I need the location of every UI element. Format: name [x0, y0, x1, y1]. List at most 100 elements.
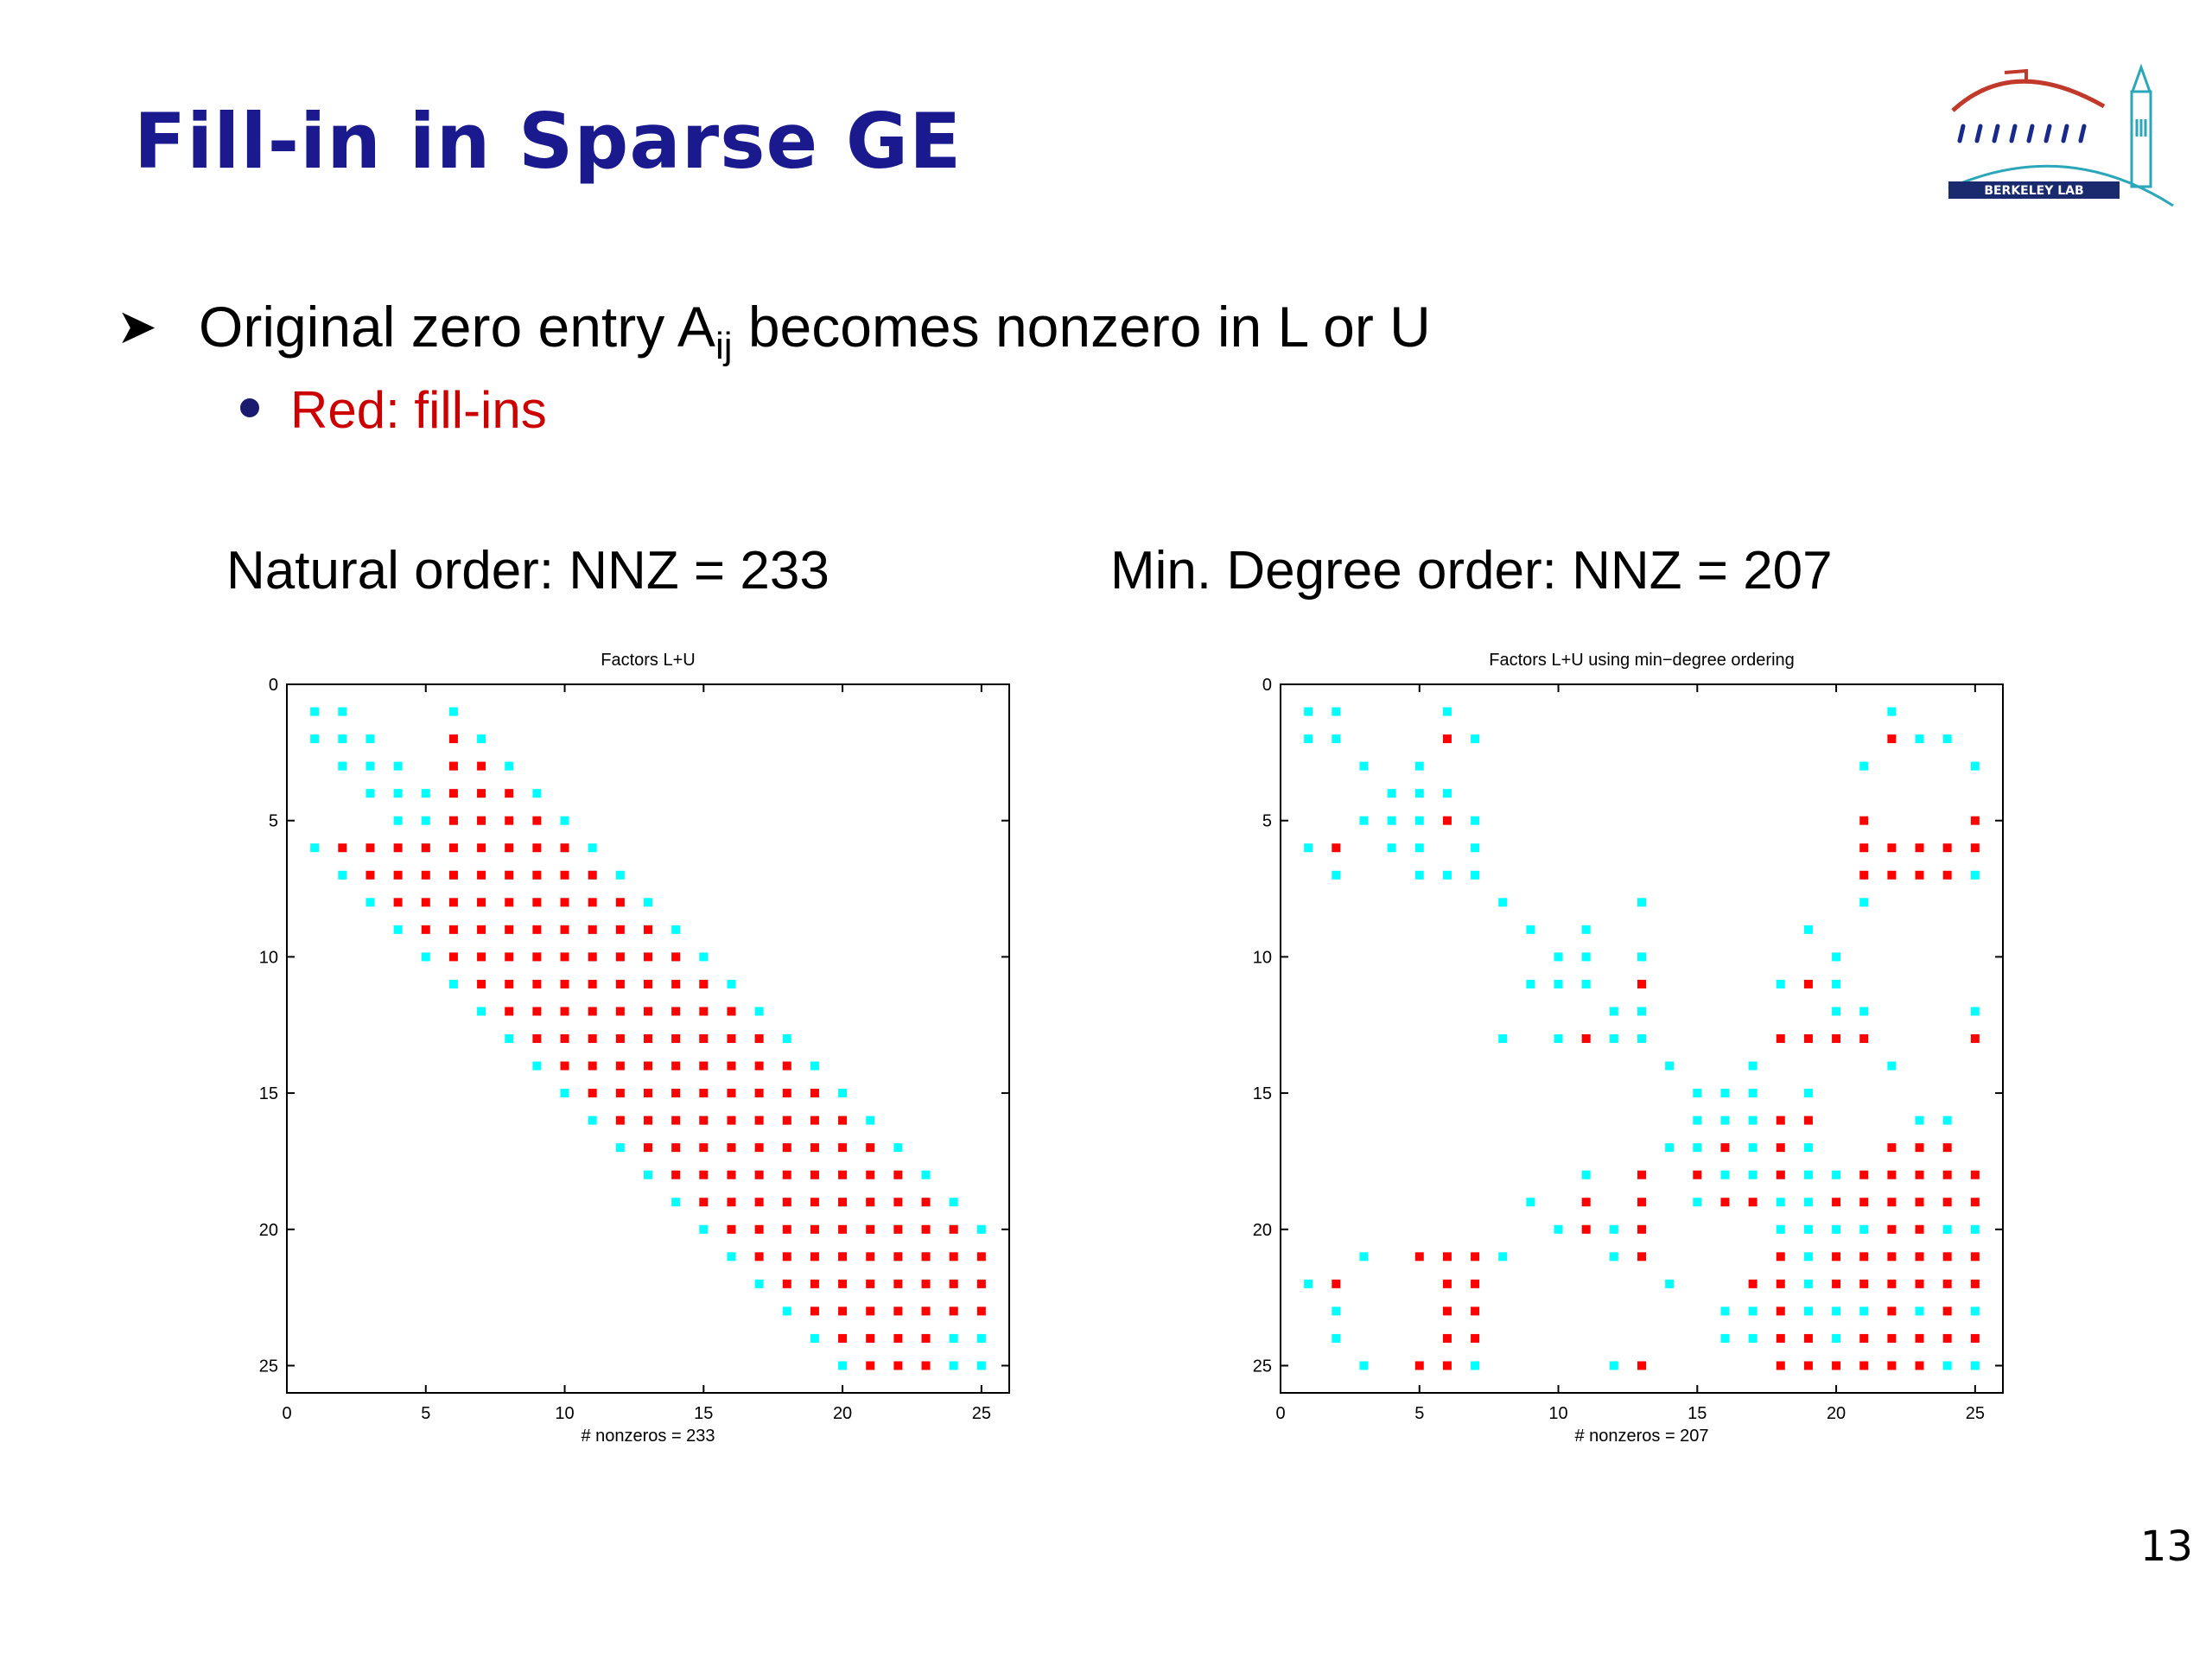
nonzero-marker — [644, 1143, 652, 1153]
nonzero-marker — [727, 1170, 736, 1179]
nonzero-marker — [1942, 1306, 1952, 1316]
nonzero-marker — [560, 1007, 569, 1016]
nonzero-marker — [1442, 1333, 1452, 1343]
nonzero-marker — [1859, 1279, 1869, 1288]
nonzero-marker — [838, 1143, 848, 1153]
nonzero-marker — [1748, 1198, 1758, 1207]
nonzero-marker — [810, 1143, 819, 1153]
bullet-main-pre: Original zero entry A — [199, 295, 715, 359]
nonzero-marker — [615, 1143, 625, 1153]
nonzero-marker — [699, 1198, 709, 1207]
nonzero-marker — [782, 1143, 791, 1153]
nonzero-marker — [477, 925, 486, 934]
nonzero-marker — [448, 707, 458, 716]
nonzero-marker — [699, 1089, 709, 1098]
nonzero-marker — [1832, 1198, 1841, 1207]
nonzero-marker — [1581, 1224, 1591, 1234]
nonzero-marker — [1915, 1198, 1924, 1207]
nonzero-marker — [1887, 843, 1897, 853]
nonzero-marker — [1859, 1333, 1869, 1343]
nonzero-marker — [1471, 734, 1480, 744]
spy-plot-natural-order: Factors L+U 0 5 10 15 20 25 0 5 10 15 20 25 # nonzero… — [259, 651, 1010, 1446]
nonzero-marker — [644, 1116, 652, 1125]
nonzero-marker — [810, 1116, 819, 1125]
bullet-main-post: becomes nonzero in L or U — [732, 295, 1431, 359]
nonzero-marker — [588, 1061, 597, 1071]
nonzero-marker — [560, 925, 569, 934]
nonzero-marker — [477, 979, 486, 988]
x-tick-label: 15 — [1688, 1404, 1707, 1423]
nonzero-marker — [1887, 1170, 1897, 1179]
plot-title: Factors L+U — [601, 651, 695, 670]
nonzero-marker — [1915, 843, 1924, 853]
nonzero-marker — [505, 1007, 514, 1016]
nonzero-marker — [448, 789, 458, 798]
nonzero-marker — [893, 1224, 903, 1234]
nonzero-marker — [810, 1279, 819, 1288]
nonzero-marker — [1332, 1306, 1341, 1316]
nonzero-marker — [1609, 1252, 1618, 1262]
nonzero-marker — [615, 952, 625, 962]
nonzero-marker — [754, 1143, 764, 1153]
nonzero-marker — [1803, 979, 1813, 988]
round-bullet-icon — [240, 398, 259, 417]
nonzero-marker — [1748, 1333, 1758, 1343]
nonzero-marker — [505, 1034, 514, 1043]
nonzero-marker — [1665, 1061, 1675, 1071]
y-tick-label: 15 — [1253, 1084, 1272, 1103]
nonzero-marker — [505, 898, 514, 907]
nonzero-marker — [1776, 1333, 1785, 1343]
x-tick-label: 5 — [421, 1404, 430, 1423]
nonzero-marker — [644, 979, 652, 988]
nonzero-marker — [671, 1089, 681, 1098]
nonzero-marker — [1942, 1361, 1952, 1370]
nonzero-marker — [810, 1061, 819, 1071]
nonzero-marker — [1471, 1333, 1480, 1343]
nonzero-marker — [365, 734, 375, 744]
nonzero-marker — [754, 1061, 764, 1071]
nonzero-marker — [1414, 789, 1424, 798]
nonzero-marker — [588, 1034, 597, 1043]
nonzero-marker — [1832, 952, 1841, 962]
nonzero-marker — [393, 761, 403, 771]
x-axis-label: # nonzeros = 207 — [1574, 1427, 1708, 1446]
nonzero-marker — [727, 1116, 736, 1125]
nonzero-marker — [699, 1170, 709, 1179]
nonzero-marker — [838, 1224, 848, 1234]
berkeley-lab-logo: BERKELEY LAB — [1948, 63, 2174, 207]
nonzero-marker — [782, 1252, 791, 1262]
nonzero-marker — [976, 1252, 986, 1262]
nonzero-marker — [866, 1306, 875, 1316]
nonzero-marker — [1693, 1089, 1702, 1098]
nonzero-marker — [810, 1198, 819, 1207]
nonzero-marker — [477, 870, 486, 880]
nonzero-marker — [727, 1034, 736, 1043]
nonzero-marker — [615, 1007, 625, 1016]
nonzero-marker — [976, 1333, 986, 1343]
nonzero-marker — [754, 1198, 764, 1207]
nonzero-marker — [866, 1170, 875, 1179]
nonzero-marker — [754, 1252, 764, 1262]
nonzero-marker — [1887, 1224, 1897, 1234]
nonzero-marker — [782, 1306, 791, 1316]
nonzero-marker — [505, 979, 514, 988]
nonzero-marker — [1581, 952, 1591, 962]
nonzero-marker — [505, 952, 514, 962]
nonzero-marker — [671, 1034, 681, 1043]
nonzero-marker — [1304, 843, 1313, 853]
nonzero-marker — [421, 870, 430, 880]
nonzero-marker — [1748, 1306, 1758, 1316]
nonzero-marker — [921, 1198, 931, 1207]
nonzero-marker — [1554, 979, 1563, 988]
y-tick-label: 25 — [259, 1357, 278, 1376]
nonzero-marker — [532, 1061, 542, 1071]
nonzero-marker — [1970, 870, 1980, 880]
nonzero-marker — [1942, 1198, 1952, 1207]
nonzero-marker — [448, 816, 458, 825]
nonzero-marker — [727, 1089, 736, 1098]
nonzero-marker — [588, 1089, 597, 1098]
nonzero-marker — [1637, 979, 1646, 988]
nonzero-marker — [365, 870, 375, 880]
nonzero-marker — [1748, 1061, 1758, 1071]
nonzero-marker — [754, 1170, 764, 1179]
